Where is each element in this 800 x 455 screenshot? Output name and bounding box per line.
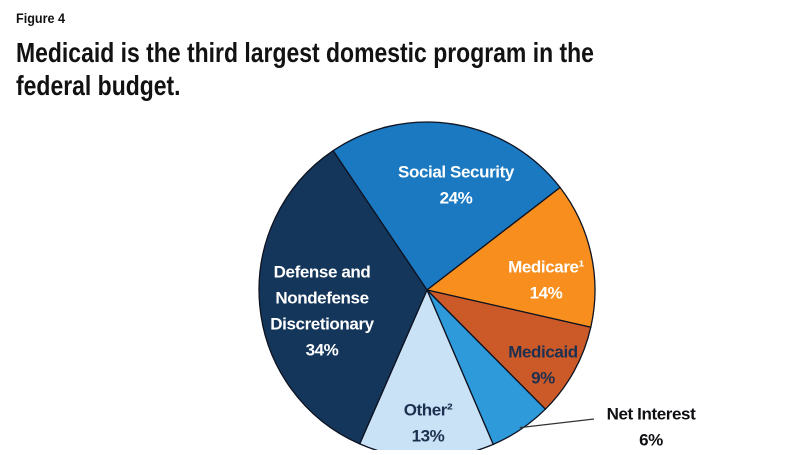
pie-slice-social-security <box>332 121 561 291</box>
pie-label-social-security-line1: Social Security <box>398 163 515 182</box>
pie-label-defense-and-nondefense-discretionary-line1: Defense and <box>274 263 371 282</box>
chart-title-line1: Medicaid is the third largest domestic p… <box>16 37 594 68</box>
pie-label-medicaid-line1: Medicaid <box>508 343 578 362</box>
pie-label-defense-and-nondefense-discretionary-line3: Discretionary <box>270 315 374 334</box>
pie-slice-medicare <box>426 186 596 328</box>
pie-label-defense-and-nondefense-discretionary-line2: Nondefense <box>275 289 368 308</box>
figure-label: Figure 4 <box>16 10 66 26</box>
pie-slice-other <box>359 289 494 455</box>
chart-title: Medicaid is the third largest domestic p… <box>16 36 594 102</box>
chart-title-line2: federal budget. <box>16 70 181 101</box>
pie-label-medicare-line2: 14% <box>530 284 563 303</box>
pie-slice-defense-and-nondefense-discretionary <box>258 150 428 445</box>
pie-label-medicare-line1: Medicare¹ <box>508 258 585 277</box>
leader-line-net-interest <box>519 418 595 429</box>
pie-label-net-interest-line1: Net Interest <box>607 405 696 424</box>
pie-label-social-security-line2: 24% <box>440 189 473 208</box>
pie-slice-medicaid <box>426 289 592 410</box>
pie-label-other-line1: Other² <box>404 401 453 420</box>
pie-label-other-line2: 13% <box>412 427 445 446</box>
pie-label-defense-and-nondefense-discretionary-line4: 34% <box>306 341 339 360</box>
pie-label-net-interest-line2: 6% <box>639 431 663 450</box>
pie-label-medicaid-line2: 9% <box>531 369 555 388</box>
